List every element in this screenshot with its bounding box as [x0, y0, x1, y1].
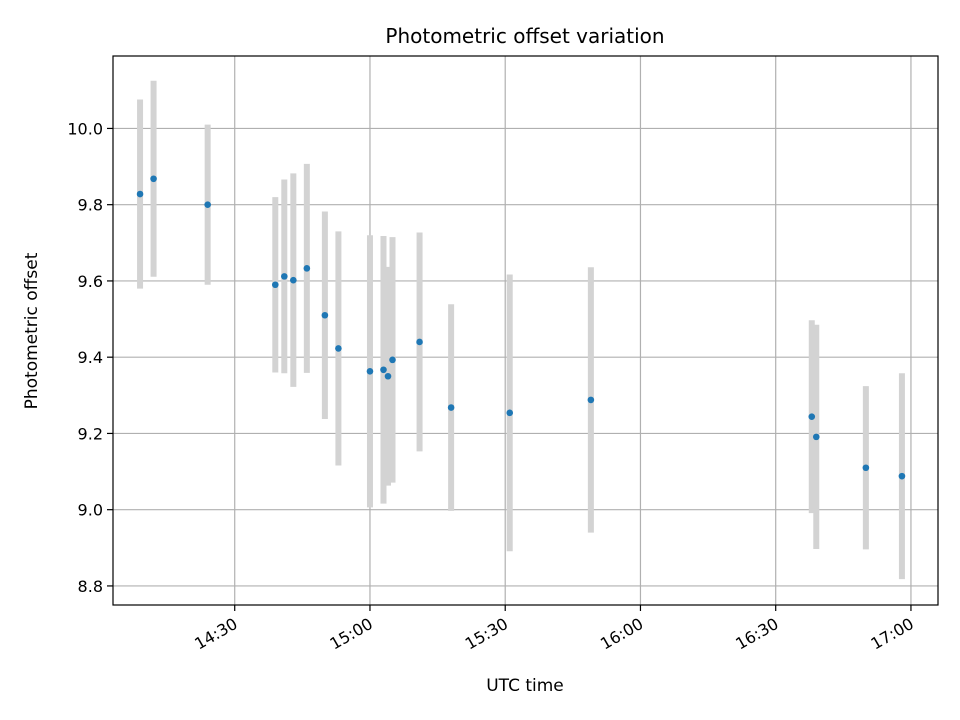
y-tick-label: 10.0: [67, 119, 103, 138]
data-point: [271, 281, 279, 289]
data-point: [447, 404, 455, 411]
plot-frame: [112, 55, 939, 606]
y-axis-label: Photometric offset: [22, 252, 42, 409]
grid-lines: [113, 56, 938, 605]
data-point: [416, 338, 423, 346]
data-point: [290, 276, 297, 284]
x-axis: 14:30 15:00 15:30 16:00 16:30 17:00: [191, 605, 917, 654]
x-tick-label: 15:30: [462, 614, 511, 654]
y-tick-label: 9.0: [78, 501, 103, 520]
x-tick-label: 14:30: [191, 614, 240, 654]
data-point: [862, 464, 870, 472]
x-tick-label: 16:00: [597, 614, 646, 654]
data-point: [587, 396, 595, 404]
chart-title: Photometric offset variation: [385, 24, 664, 48]
data-points: [136, 175, 906, 480]
data-point: [136, 190, 144, 198]
y-tick-label: 8.8: [78, 577, 103, 596]
data-point: [321, 311, 329, 319]
data-point: [204, 201, 211, 208]
x-axis-label: UTC time: [486, 676, 564, 696]
data-point: [808, 413, 816, 420]
y-axis: 8.8 9.0 9.2 9.4 9.6 9.8 10.0: [67, 119, 113, 596]
y-tick-label: 9.4: [78, 348, 103, 367]
data-point: [380, 366, 387, 374]
data-point: [150, 175, 157, 183]
x-tick-label: 16:30: [732, 614, 781, 654]
x-tick-label: 17:00: [868, 614, 917, 654]
y-tick-label: 9.2: [78, 424, 103, 443]
data-point: [335, 345, 342, 352]
data-point: [366, 367, 374, 375]
data-point: [898, 472, 906, 480]
y-tick-label: 9.6: [78, 272, 103, 291]
data-point: [812, 433, 820, 441]
data-point: [281, 273, 288, 280]
y-tick-label: 9.8: [78, 196, 103, 215]
x-tick-label: 15:00: [327, 614, 376, 654]
data-point: [389, 356, 396, 364]
data-point: [506, 409, 514, 417]
error-bars: [137, 80, 905, 580]
data-point: [303, 265, 311, 272]
data-point: [384, 372, 392, 380]
